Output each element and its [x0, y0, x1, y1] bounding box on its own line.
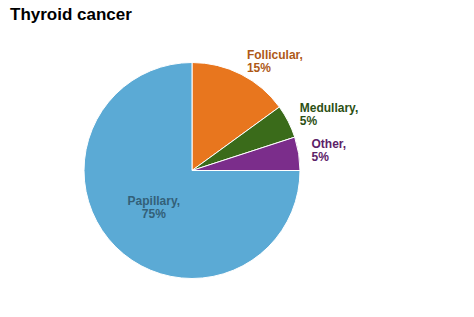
- svg-text:Papillary,75%: Papillary,75%: [128, 194, 180, 221]
- svg-text:Other,5%: Other,5%: [311, 137, 346, 164]
- svg-text:Follicular,15%: Follicular,15%: [247, 48, 303, 75]
- html-text:Thyroid cancer: Thyroid cancer: [10, 5, 132, 24]
- svg-text:Medullary,5%: Medullary,5%: [300, 101, 358, 128]
